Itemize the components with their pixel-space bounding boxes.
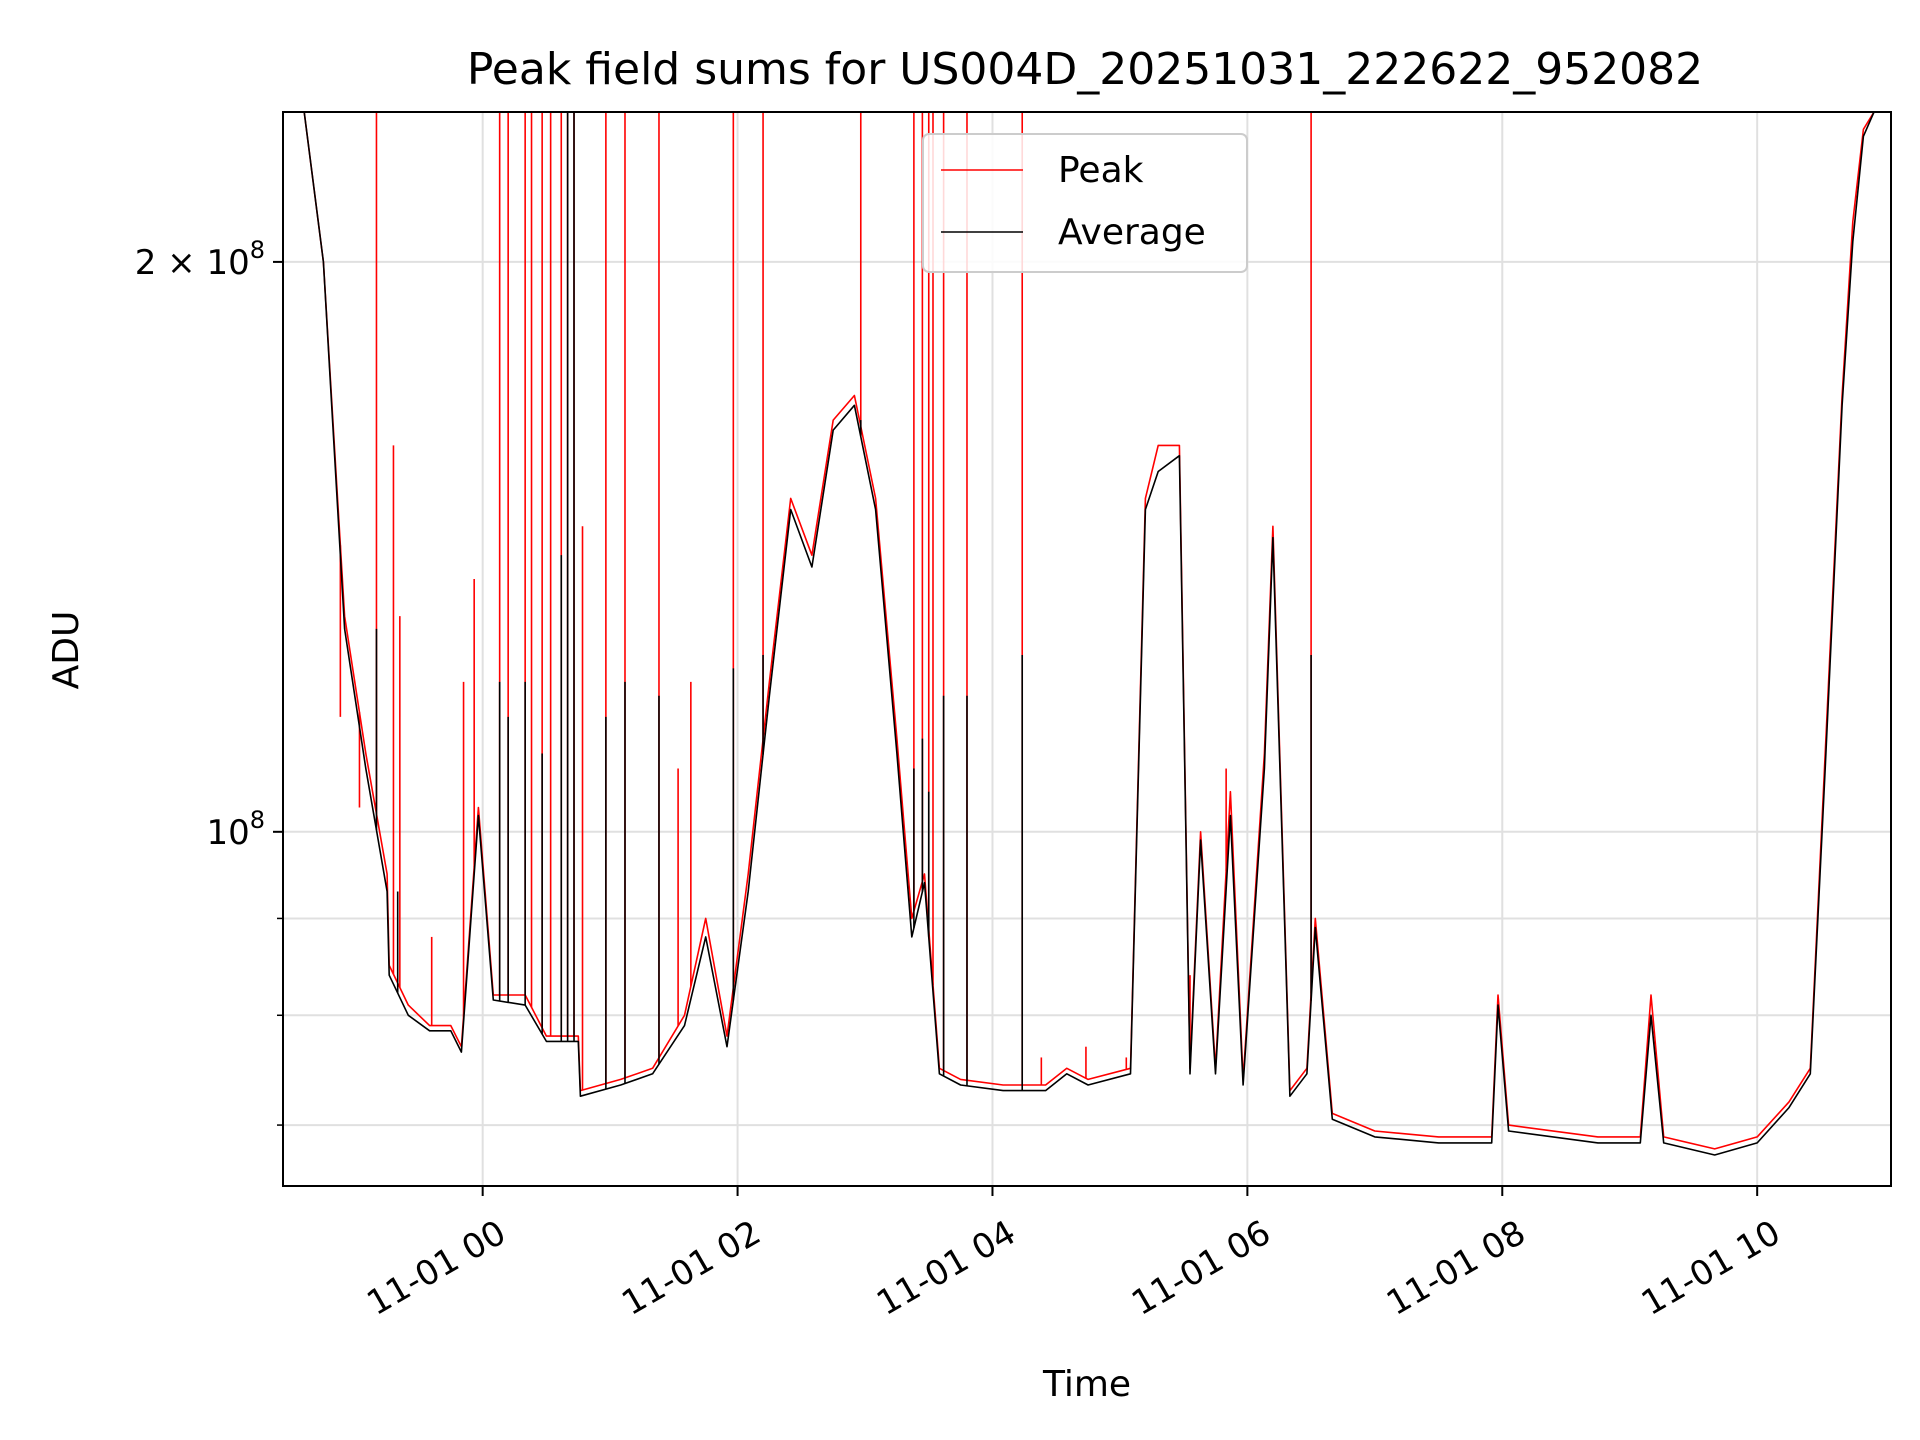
legend-box	[922, 133, 1248, 273]
chart-title: Peak field sums for US004D_20251031_2226…	[467, 44, 1703, 95]
y-tick-label: 108	[206, 806, 265, 853]
legend-label-average: Average	[1058, 212, 1206, 253]
y-tick-label: 2 × 108	[135, 236, 265, 283]
series-line-average	[283, 112, 1891, 1156]
x-axis-title: Time	[1042, 1364, 1131, 1405]
y-axis: 108 2 × 108	[135, 236, 283, 1126]
legend: Peak Average	[922, 133, 1248, 273]
legend-label-peak: Peak	[1058, 150, 1144, 191]
plot-frame	[282, 111, 1892, 1187]
y-axis-title: ADU	[46, 611, 87, 690]
